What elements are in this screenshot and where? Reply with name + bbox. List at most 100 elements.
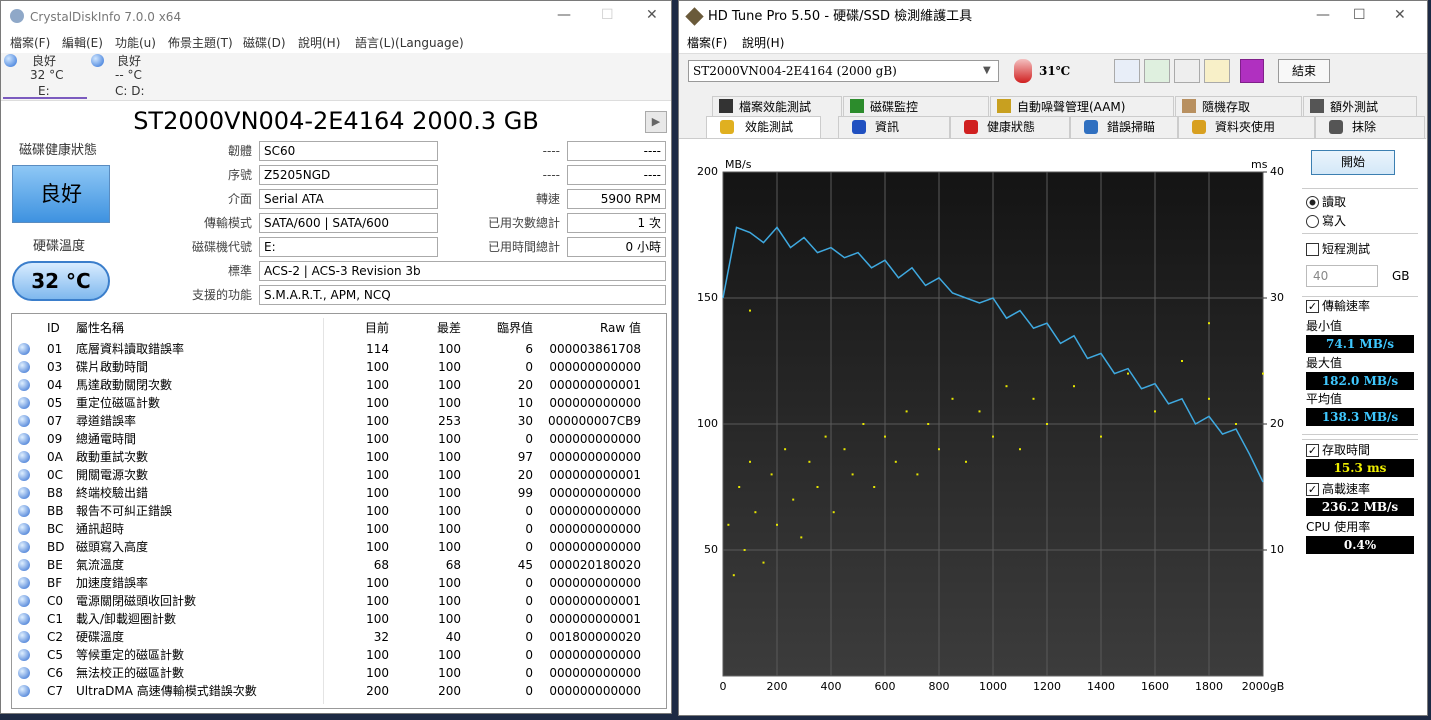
smart-row-id: 09 [47,432,63,446]
field-value: 5900 RPM [567,189,666,209]
smart-row-cell: 000000000000 [549,504,641,518]
smart-row-name: 載入/卸載迴圈計數 [76,612,177,626]
close-button[interactable]: ✕ [646,7,658,23]
smart-row-cell: 0 [525,594,533,608]
smart-row-id: C1 [47,612,64,626]
tab-icon [850,99,864,113]
start-button[interactable]: 開始 [1311,150,1395,175]
tab[interactable]: 資料夾使用 [1178,116,1315,138]
field-label: 已用時間總計 [487,240,560,254]
health-dot [18,397,30,409]
drive-letter: E: [38,84,50,98]
smart-row-cell: 0 [525,522,533,536]
readout-value: 182.0 MB/s [1306,372,1414,390]
tab-icon [997,99,1011,113]
checkbox[interactable]: ✓ [1306,444,1319,457]
smart-row-cell: 000000000000 [549,450,641,464]
checkbox-label: 存取時間 [1322,443,1371,457]
health-dot [18,487,30,499]
drive-letter: C: D: [115,84,145,98]
maximize-button[interactable]: ☐ [1353,7,1366,23]
smart-row-cell: 000020180020 [549,558,641,572]
close-button[interactable]: ✕ [1394,7,1406,23]
tab-icon [719,99,733,113]
smart-row-cell: 100 [438,360,461,374]
toolbar-button[interactable] [1240,59,1264,83]
smart-row-cell: 0 [525,576,533,590]
smart-row-cell: 0 [525,612,533,626]
smart-row-cell: 114 [366,342,389,356]
smart-row-cell: 100 [366,414,389,428]
tab[interactable]: 資訊 [838,116,950,138]
smart-row-cell: 100 [438,432,461,446]
tab[interactable]: 效能測試 [706,116,821,138]
smart-row-cell: 000000000000 [549,396,641,410]
menu-item: 檔案(F) [687,36,728,50]
tab[interactable]: 磁碟監控 [843,96,989,116]
toolbar-button[interactable] [1204,59,1230,83]
smart-row-cell: 100 [366,576,389,590]
tab[interactable]: 自動噪聲管理(AAM) [990,96,1174,116]
radio-button[interactable] [1306,196,1319,209]
smart-row-cell: 100 [366,432,389,446]
smart-row-cell: 000000000000 [549,576,641,590]
health-dot [18,559,30,571]
tab[interactable]: 檔案效能測試 [712,96,842,116]
dropdown-arrow: ▼ [983,65,991,76]
smart-row-name: 加速度錯誤率 [76,576,149,590]
smart-row-id: BD [47,540,65,554]
exit-button[interactable]: 結束 [1278,59,1330,83]
minimize-button[interactable]: — [557,7,571,23]
toolbar-button[interactable] [1144,59,1170,83]
size-input[interactable]: 40 [1306,265,1378,287]
toolbar-button[interactable] [1114,59,1140,83]
drive-bar [1,53,671,101]
next-button[interactable]: ▶ [645,111,667,133]
tab[interactable]: 額外測試 [1303,96,1417,116]
tab[interactable]: 隨機存取 [1175,96,1302,116]
smart-row-cell: 100 [438,576,461,590]
smart-row-name: 尋道錯誤率 [76,414,137,428]
tab-icon [1192,120,1206,134]
temp-badge: 32 °C [12,261,110,301]
smart-row-cell: 000000000000 [549,486,641,500]
checkbox[interactable] [1306,243,1319,256]
smart-row-cell: 000000000000 [549,360,641,374]
smart-row-cell: 100 [438,666,461,680]
health-dot [18,415,30,427]
checkbox[interactable]: ✓ [1306,300,1319,313]
smart-row-cell: 100 [366,486,389,500]
health-dot [18,595,30,607]
panel-separator [1302,233,1418,234]
health-dot [18,361,30,373]
toolbar-button[interactable] [1174,59,1200,83]
minimize-button[interactable]: — [1316,7,1330,23]
panel-separator [1302,434,1418,435]
smart-row-id: 01 [47,342,63,356]
field-label: 轉速 [535,192,560,206]
maximize-button[interactable]: ☐ [601,7,614,23]
field-value: 1 次 [567,213,666,233]
drive-select[interactable]: ST2000VN004-2E4164 (2000 gB) [688,60,999,82]
field-label: 序號 [227,168,252,182]
health-dot [18,505,30,517]
field-value: Z5205NGD [259,165,438,185]
smart-row-cell: 68 [373,558,389,572]
smart-row-id: C5 [47,648,64,662]
model-heading: ST2000VN004-2E4164 2000.3 GB [133,107,539,135]
tab-icon [1084,120,1098,134]
smart-row-cell: 100 [366,468,389,482]
thermometer-icon [1014,59,1032,83]
menu-item: 磁碟(D) [243,36,286,50]
smart-row-cell: 100 [366,648,389,662]
smart-row-name: 通訊超時 [76,522,125,536]
readout-value: 15.3 ms [1306,459,1414,477]
readout-value: 236.2 MB/s [1306,498,1414,516]
checkbox[interactable]: ✓ [1306,483,1319,496]
header-cell: 臨界值 [496,321,533,335]
size-unit: GB [1392,269,1410,283]
tab[interactable]: 健康狀態 [950,116,1070,138]
radio-button[interactable] [1306,215,1319,228]
menu-item: 說明(H) [298,36,341,50]
